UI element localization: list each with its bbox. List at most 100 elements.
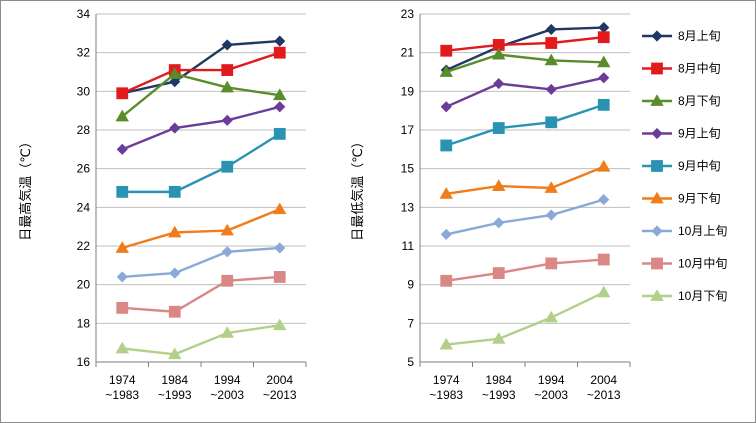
- data-point-2-9-3: [597, 285, 611, 298]
- data-point-2-4-1: [493, 78, 505, 90]
- series-2-5: [440, 98, 610, 152]
- x-tick-label-line-1-2-1: ~2003: [210, 388, 244, 402]
- data-point-1-2-0: [116, 87, 129, 100]
- data-point-2-1-2: [545, 23, 557, 36]
- x-tick-label-2-1: 1984 ~1993: [482, 373, 516, 402]
- data-point-1-4-3: [274, 101, 286, 113]
- y-tick-label-2-3: 11: [402, 239, 415, 253]
- series-line-2-8: [446, 258, 604, 282]
- data-point-2-3-3: [597, 55, 611, 68]
- data-point-2-5-3: [597, 98, 610, 111]
- data-point-1-9-3: [273, 318, 287, 331]
- data-point-2-3-1: [492, 47, 506, 60]
- y-tick-label-2-8: 21: [401, 46, 415, 60]
- data-point-1-9-2: [220, 326, 234, 338]
- data-point-1-6-2: [220, 223, 234, 236]
- series-1-8: [116, 271, 286, 318]
- x-tick-label-1-3: 2004 ~2013: [263, 373, 297, 402]
- data-point-1-3-0: [115, 109, 129, 122]
- data-point-2-8-3: [597, 253, 610, 266]
- x-tick-label-1-2: 1994 ~2003: [210, 373, 244, 402]
- legend-label-8: 10月中旬: [678, 256, 727, 271]
- series-line-1-5: [122, 132, 281, 194]
- data-point-2-7-0: [440, 228, 452, 240]
- legend-marker-6: [650, 191, 664, 204]
- legend-marker-3: [650, 94, 664, 106]
- legend-label-5: 9月中旬: [678, 158, 721, 173]
- legend-label-9: 10月下旬: [678, 289, 727, 303]
- data-point-2-7-3: [598, 194, 610, 206]
- data-point-1-4-1: [169, 122, 181, 134]
- series-line-1-2: [121, 51, 281, 95]
- series-1-9: [115, 318, 287, 360]
- data-point-1-6-0: [115, 241, 129, 253]
- y-tick-label-2-9: 23: [401, 7, 415, 21]
- data-point-1-1-2: [221, 39, 233, 51]
- series-line-2-9: [446, 291, 605, 346]
- data-point-1-8-1: [168, 305, 181, 318]
- data-point-2-8-2: [545, 257, 558, 270]
- data-point-1-1-1: [169, 76, 181, 88]
- data-point-2-6-2: [544, 181, 558, 193]
- series-1-1: [116, 35, 286, 99]
- data-point-1-4-0: [116, 143, 128, 155]
- x-tick-label-line-2-1-0: 1984: [485, 373, 512, 387]
- data-point-1-8-2: [221, 274, 234, 287]
- data-point-1-3-2: [220, 80, 234, 93]
- legend-marker-5: [651, 160, 663, 172]
- legend-marker-1: [651, 30, 663, 42]
- x-tick-label-line-2-0-1: ~1983: [429, 388, 463, 402]
- series-line-1-4: [121, 105, 281, 151]
- x-tick-label-line-1-3-1: ~2013: [263, 388, 297, 402]
- data-point-1-4-2: [221, 114, 233, 126]
- legend-marker-4: [651, 127, 663, 140]
- data-point-2-9-1: [492, 331, 506, 344]
- x-tick-label-2-3: 2004 ~2013: [587, 373, 621, 402]
- series-line-2-4: [445, 76, 605, 108]
- legend-marker-7: [651, 225, 663, 237]
- series-1-7: [116, 242, 286, 283]
- data-point-1-3-3: [273, 88, 287, 101]
- series-2-2: [440, 31, 610, 57]
- x-tick-label-line-1-0-1: ~1983: [105, 388, 139, 402]
- data-point-2-3-2: [544, 53, 558, 66]
- x-tick-label-line-2-3-0: 2004: [590, 373, 617, 387]
- legend-marker-9: [650, 289, 664, 301]
- series-line-2-2: [446, 36, 604, 52]
- data-point-2-6-0: [439, 186, 453, 199]
- x-tick-label-2-2: 1994 ~2003: [534, 373, 568, 402]
- legend-label-7: 10月上旬: [678, 224, 727, 238]
- x-tick-label-line-2-2-0: 1994: [538, 373, 565, 387]
- y-tick-label-1-8: 32: [77, 46, 91, 60]
- x-tick-label-line-2-3-1: ~2013: [587, 388, 621, 402]
- series-line-1-8: [122, 275, 280, 313]
- y-tick-label-1-6: 28: [77, 123, 91, 137]
- series-1-3: [115, 67, 287, 122]
- series-1-5: [116, 127, 286, 198]
- data-point-2-4-3: [598, 72, 610, 84]
- data-point-2-1-3: [598, 21, 610, 34]
- series-line-2-7: [445, 198, 605, 236]
- series-1-6: [115, 202, 287, 253]
- data-point-2-4-2: [545, 83, 557, 95]
- series-line-2-6: [446, 165, 605, 195]
- y-tick-label-2-1: 7: [407, 316, 414, 330]
- data-point-1-5-0: [116, 185, 129, 198]
- series-2-8: [440, 253, 610, 287]
- x-tick-label-line-2-2-1: ~2003: [534, 388, 568, 402]
- legend-label-1: 8月上旬: [678, 29, 721, 43]
- data-point-2-4-0: [440, 101, 452, 113]
- series-line-1-6: [121, 208, 281, 250]
- data-point-2-8-0: [440, 274, 453, 287]
- x-tick-label-line-1-1-1: ~1993: [158, 388, 192, 402]
- x-tick-label-2-0: 1974 ~1983: [429, 373, 463, 402]
- legend: 8月上旬 8月中旬 8月下旬 9月上旬 9月中旬 9月下旬 10月上旬 10月中旬 10月下旬: [642, 29, 727, 303]
- series-2-7: [440, 194, 610, 240]
- x-tick-label-line-2-0-0: 1974: [433, 373, 460, 387]
- y-tick-label-1-1: 18: [77, 316, 91, 330]
- series-line-1-7: [122, 246, 280, 279]
- data-point-1-8-3: [273, 271, 286, 283]
- y-tick-label-2-6: 17: [401, 123, 415, 137]
- data-point-2-8-1: [492, 267, 505, 279]
